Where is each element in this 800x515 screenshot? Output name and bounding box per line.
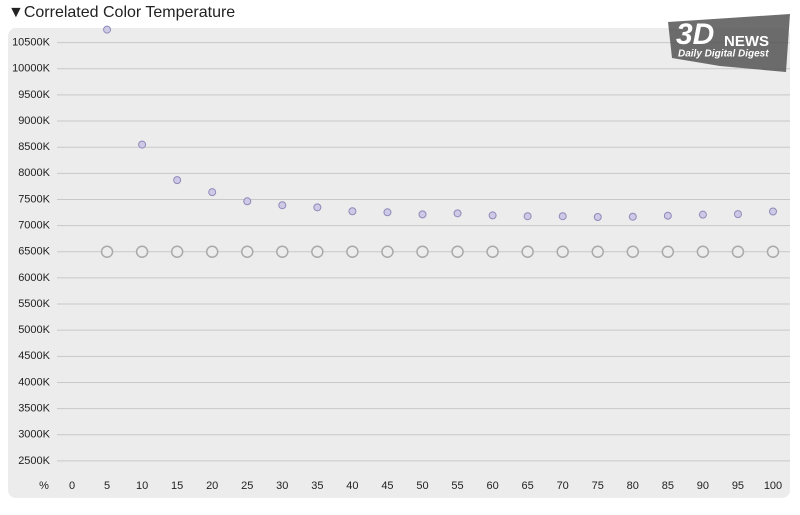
x-tick-label: 10 <box>136 480 148 492</box>
point <box>276 245 289 259</box>
y-tick-label: 7000K <box>18 220 50 232</box>
point <box>418 210 427 219</box>
point <box>453 209 462 218</box>
point <box>383 208 392 217</box>
watermark-brand: NEWS <box>724 33 769 50</box>
point <box>593 212 602 221</box>
y-tick-label: 6000K <box>18 272 50 284</box>
point <box>661 245 675 259</box>
x-tick-label: 75 <box>592 480 604 492</box>
y-tick-label: 5000K <box>18 324 50 336</box>
x-tick-label: 0 <box>69 480 75 492</box>
x-tick-label: 60 <box>486 480 498 492</box>
point <box>769 207 777 216</box>
point <box>205 245 219 259</box>
y-tick-label: 9500K <box>18 89 50 101</box>
y-tick-label: 8500K <box>18 141 50 153</box>
y-tick-label: 7500K <box>18 193 50 205</box>
x-tick-label: 5 <box>104 480 110 492</box>
y-tick-label: 2500K <box>18 455 50 467</box>
x-tick-label: 30 <box>276 480 288 492</box>
x-tick-label: 45 <box>381 480 393 492</box>
watermark: 3D NEWS Daily Digital Digest <box>668 14 790 72</box>
y-tick-label: 8000K <box>18 167 50 179</box>
x-tick-label: 50 <box>416 480 428 492</box>
point <box>486 245 499 259</box>
x-tick-label: 55 <box>451 480 463 492</box>
point <box>241 245 254 259</box>
point <box>313 203 322 212</box>
point <box>170 245 184 259</box>
y-tick-label: 5500K <box>18 298 50 310</box>
chart-panel <box>8 28 790 498</box>
point <box>556 245 569 259</box>
y-tick-label: 4500K <box>18 350 50 362</box>
x-tick-label: 85 <box>662 480 674 492</box>
point <box>100 245 114 259</box>
watermark-logo: 3D <box>676 18 714 51</box>
point <box>698 210 707 219</box>
x-tick-label: 95 <box>732 480 744 492</box>
point <box>558 212 567 221</box>
point <box>138 140 147 149</box>
point <box>348 207 357 216</box>
x-tick-label: 100 <box>764 480 782 492</box>
point <box>243 197 252 206</box>
x-axis-label: % <box>39 480 49 492</box>
y-tick-label: 3500K <box>18 403 50 415</box>
y-tick-label: 9000K <box>18 115 50 127</box>
y-tick-label: 10500K <box>12 37 51 49</box>
point <box>208 188 217 197</box>
x-tick-label: 40 <box>346 480 358 492</box>
y-tick-label: 6500K <box>18 246 50 258</box>
point <box>523 212 532 221</box>
point <box>733 210 742 219</box>
x-tick-label: 80 <box>627 480 639 492</box>
point <box>663 211 672 220</box>
point <box>731 245 745 259</box>
point <box>346 245 359 259</box>
point <box>416 245 429 259</box>
x-tick-label: 35 <box>311 480 323 492</box>
point <box>135 245 149 259</box>
point <box>381 245 394 259</box>
chart-title: ▼Correlated Color Temperature <box>8 4 235 21</box>
point <box>591 245 604 259</box>
x-tick-label: 20 <box>206 480 218 492</box>
point <box>173 176 182 185</box>
watermark-tagline: Daily Digital Digest <box>678 49 769 60</box>
point <box>626 245 640 259</box>
point <box>278 201 287 210</box>
point <box>521 245 534 259</box>
point <box>451 245 464 259</box>
point <box>766 245 780 259</box>
x-tick-label: 25 <box>241 480 253 492</box>
watermark-shape <box>668 14 790 72</box>
y-tick-label: 10000K <box>12 63 51 75</box>
point <box>488 211 497 220</box>
y-tick-label: 4000K <box>18 376 50 388</box>
point <box>628 212 637 221</box>
y-tick-label: 3000K <box>18 429 50 441</box>
point <box>103 25 112 34</box>
point <box>696 245 710 259</box>
x-tick-label: 15 <box>171 480 183 492</box>
x-tick-label: 70 <box>557 480 569 492</box>
x-tick-label: 65 <box>522 480 534 492</box>
x-tick-label: 90 <box>697 480 709 492</box>
point <box>311 245 324 259</box>
